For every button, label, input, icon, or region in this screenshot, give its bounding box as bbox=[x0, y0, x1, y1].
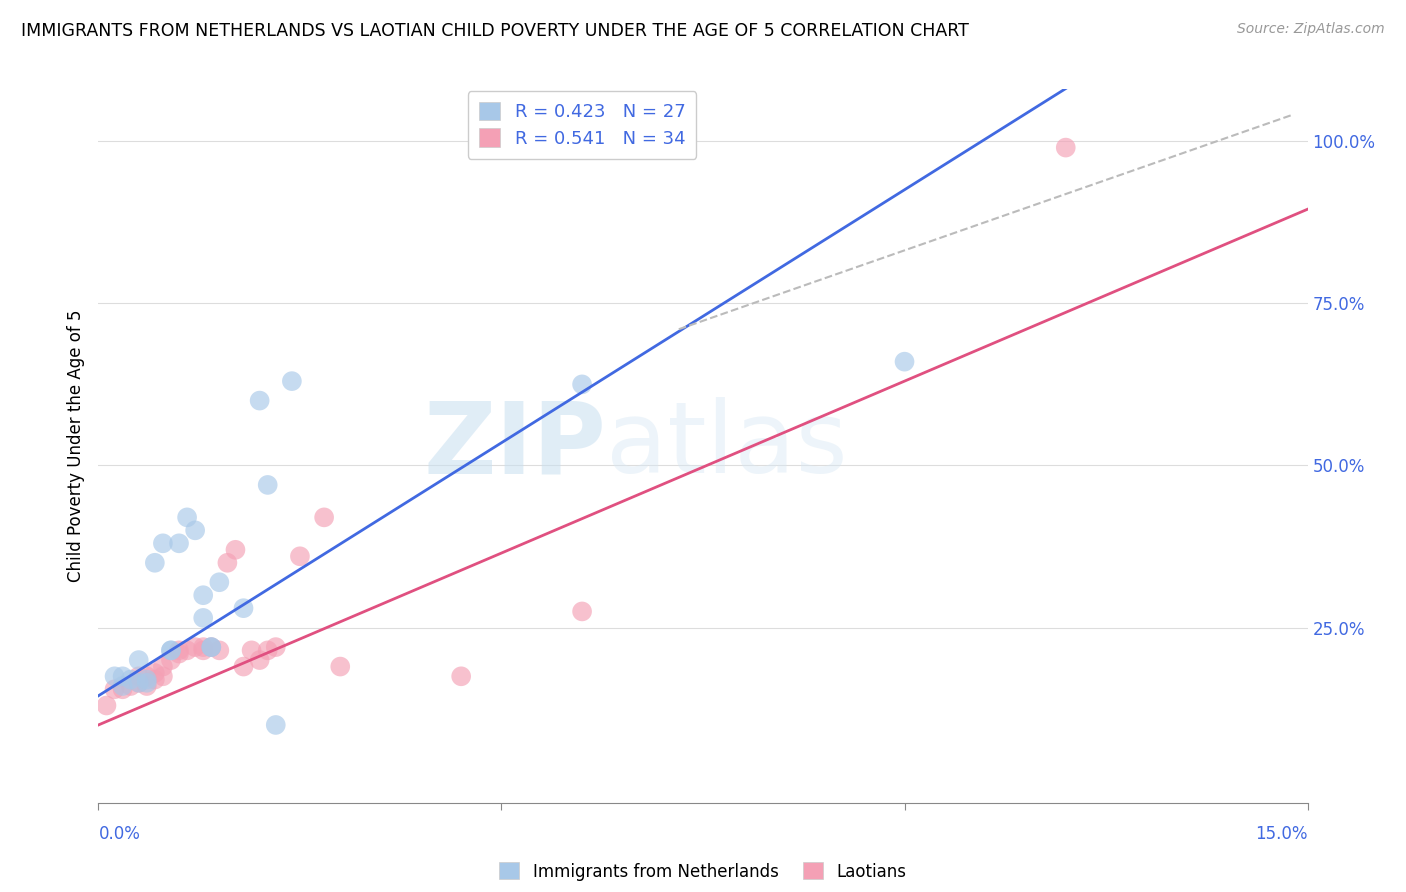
Point bbox=[217, 556, 239, 570]
Point bbox=[200, 640, 222, 654]
Point bbox=[111, 682, 134, 697]
Point bbox=[193, 643, 215, 657]
Point bbox=[167, 643, 190, 657]
Point bbox=[232, 601, 254, 615]
Point bbox=[264, 640, 287, 654]
Text: IMMIGRANTS FROM NETHERLANDS VS LAOTIAN CHILD POVERTY UNDER THE AGE OF 5 CORRELAT: IMMIGRANTS FROM NETHERLANDS VS LAOTIAN C… bbox=[21, 22, 969, 40]
Point bbox=[571, 604, 593, 618]
Point bbox=[103, 682, 125, 697]
Point bbox=[232, 659, 254, 673]
Legend: Immigrants from Netherlands, Laotians: Immigrants from Netherlands, Laotians bbox=[492, 855, 914, 888]
Point bbox=[143, 666, 166, 681]
Point bbox=[135, 673, 157, 687]
Point bbox=[128, 675, 150, 690]
Point bbox=[160, 643, 183, 657]
Point bbox=[329, 659, 352, 673]
Point bbox=[256, 643, 278, 657]
Point bbox=[103, 669, 125, 683]
Point bbox=[288, 549, 311, 564]
Point bbox=[193, 588, 215, 602]
Point bbox=[184, 640, 207, 654]
Point bbox=[184, 524, 207, 538]
Y-axis label: Child Poverty Under the Age of 5: Child Poverty Under the Age of 5 bbox=[66, 310, 84, 582]
Point bbox=[200, 640, 222, 654]
Point bbox=[200, 640, 222, 654]
Point bbox=[264, 718, 287, 732]
Point bbox=[224, 542, 246, 557]
Point bbox=[143, 556, 166, 570]
Point bbox=[135, 669, 157, 683]
Point bbox=[1054, 140, 1077, 154]
Point bbox=[281, 374, 304, 388]
Point bbox=[208, 643, 231, 657]
Point bbox=[135, 679, 157, 693]
Text: Source: ZipAtlas.com: Source: ZipAtlas.com bbox=[1237, 22, 1385, 37]
Point bbox=[160, 643, 183, 657]
Point bbox=[240, 643, 263, 657]
Text: 15.0%: 15.0% bbox=[1256, 825, 1308, 843]
Point bbox=[160, 653, 183, 667]
Point bbox=[111, 679, 134, 693]
Point bbox=[193, 640, 215, 654]
Point bbox=[152, 659, 174, 673]
Point bbox=[249, 393, 271, 408]
Point bbox=[167, 536, 190, 550]
Point bbox=[450, 669, 472, 683]
Text: ZIP: ZIP bbox=[423, 398, 606, 494]
Point bbox=[208, 575, 231, 590]
Point bbox=[167, 647, 190, 661]
Point bbox=[256, 478, 278, 492]
Point bbox=[135, 675, 157, 690]
Text: 0.0%: 0.0% bbox=[98, 825, 141, 843]
Text: atlas: atlas bbox=[606, 398, 848, 494]
Point bbox=[571, 377, 593, 392]
Point bbox=[128, 675, 150, 690]
Point bbox=[314, 510, 336, 524]
Point bbox=[152, 669, 174, 683]
Point bbox=[128, 653, 150, 667]
Point bbox=[249, 653, 271, 667]
Point bbox=[96, 698, 118, 713]
Point bbox=[176, 643, 198, 657]
Point bbox=[120, 679, 142, 693]
Point bbox=[111, 669, 134, 683]
Point bbox=[193, 611, 215, 625]
Point bbox=[120, 673, 142, 687]
Point bbox=[152, 536, 174, 550]
Point bbox=[176, 510, 198, 524]
Point bbox=[128, 669, 150, 683]
Point bbox=[143, 673, 166, 687]
Point bbox=[893, 354, 915, 368]
